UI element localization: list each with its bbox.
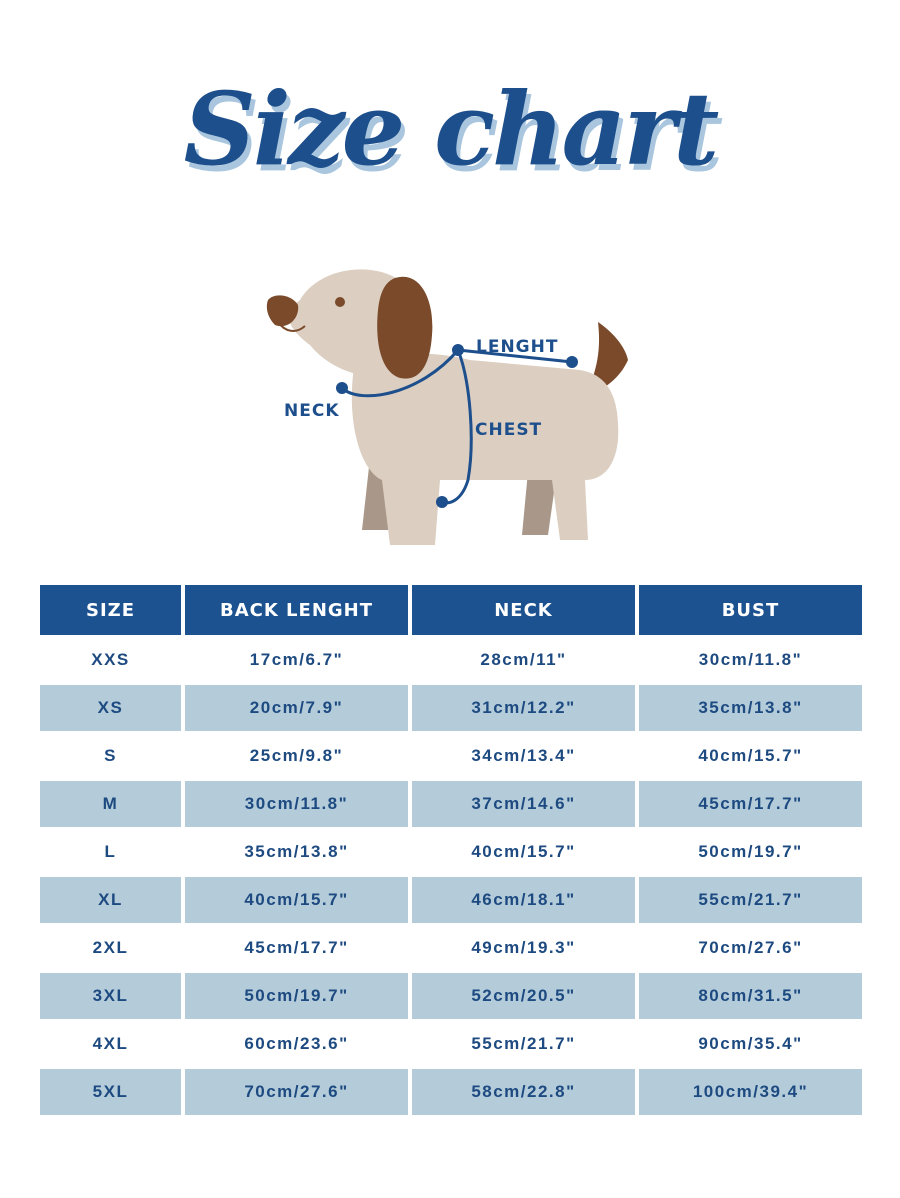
bust-cell: 35cm/13.8" xyxy=(639,685,862,731)
neck-label: NECK xyxy=(284,401,340,421)
bust-cell: 100cm/39.4" xyxy=(639,1069,862,1115)
size-cell: L xyxy=(104,842,117,861)
table-row: XXS 17cm/6.7" 28cm/11" 30cm/11.8" xyxy=(40,637,862,683)
bust-cell: 45cm/17.7" xyxy=(639,781,862,827)
header-neck: NECK xyxy=(412,585,635,635)
bust-cell: 30cm/11.8" xyxy=(698,650,803,669)
table-row: XS 20cm/7.9" 31cm/12.2" 35cm/13.8" xyxy=(40,685,862,731)
table-row: 3XL 50cm/19.7" 52cm/20.5" 80cm/31.5" xyxy=(40,973,862,1019)
bust-cell: 40cm/15.7" xyxy=(698,746,803,765)
table-row: S 25cm/9.8" 34cm/13.4" 40cm/15.7" xyxy=(40,733,862,779)
back-length-cell: 30cm/11.8" xyxy=(185,781,408,827)
neck-cell: 58cm/22.8" xyxy=(412,1069,635,1115)
size-cell: S xyxy=(104,746,117,765)
table-row: L 35cm/13.8" 40cm/15.7" 50cm/19.7" xyxy=(40,829,862,875)
size-cell: 4XL xyxy=(92,1034,129,1053)
bust-cell: 80cm/31.5" xyxy=(639,973,862,1019)
size-table: SIZE BACK LENGHT NECK BUST XXS 17cm/6.7" 2… xyxy=(36,583,866,1117)
neck-cell: 34cm/13.4" xyxy=(471,746,576,765)
length-label: LENGHT xyxy=(476,337,558,357)
back-length-cell: 45cm/17.7" xyxy=(244,938,349,957)
header-bust: BUST xyxy=(639,585,862,635)
header-back-length: BACK LENGHT xyxy=(185,585,408,635)
back-length-cell: 25cm/9.8" xyxy=(249,746,344,765)
chest-label: CHEST xyxy=(475,420,542,440)
dog-illustration xyxy=(266,269,628,545)
bust-cell: 50cm/19.7" xyxy=(698,842,803,861)
table-row: XL 40cm/15.7" 46cm/18.1" 55cm/21.7" xyxy=(40,877,862,923)
back-length-cell: 17cm/6.7" xyxy=(249,650,344,669)
neck-cell: 40cm/15.7" xyxy=(471,842,576,861)
back-length-cell: 35cm/13.8" xyxy=(244,842,349,861)
size-cell: M xyxy=(40,781,181,827)
table-row: M 30cm/11.8" 37cm/14.6" 45cm/17.7" xyxy=(40,781,862,827)
neck-cell: 37cm/14.6" xyxy=(412,781,635,827)
table-header-row: SIZE BACK LENGHT NECK BUST xyxy=(40,585,862,635)
back-length-cell: 40cm/15.7" xyxy=(185,877,408,923)
bust-cell: 55cm/21.7" xyxy=(639,877,862,923)
table-row: 2XL 45cm/17.7" 49cm/19.3" 70cm/27.6" xyxy=(40,925,862,971)
back-length-cell: 70cm/27.6" xyxy=(185,1069,408,1115)
back-length-cell: 20cm/7.9" xyxy=(185,685,408,731)
header-size: SIZE xyxy=(40,585,181,635)
table-row: 5XL 70cm/27.6" 58cm/22.8" 100cm/39.4" xyxy=(40,1069,862,1115)
page-title: Size chart xyxy=(183,70,720,188)
size-cell: 3XL xyxy=(40,973,181,1019)
size-cell: XS xyxy=(40,685,181,731)
measure-lines xyxy=(340,348,573,505)
neck-cell: 28cm/11" xyxy=(480,650,567,669)
size-cell: 5XL xyxy=(40,1069,181,1115)
neck-cell: 55cm/21.7" xyxy=(471,1034,576,1053)
size-cell: XXS xyxy=(91,650,130,669)
size-cell: XL xyxy=(40,877,181,923)
neck-cell: 46cm/18.1" xyxy=(412,877,635,923)
bust-cell: 70cm/27.6" xyxy=(698,938,803,957)
dog-measurement-diagram: LENGHT NECK CHEST xyxy=(266,269,628,545)
neck-cell: 52cm/20.5" xyxy=(412,973,635,1019)
size-cell: 2XL xyxy=(92,938,129,957)
back-length-cell: 50cm/19.7" xyxy=(185,973,408,1019)
table-row: 4XL 60cm/23.6" 55cm/21.7" 90cm/35.4" xyxy=(40,1021,862,1067)
back-length-cell: 60cm/23.6" xyxy=(244,1034,349,1053)
neck-cell: 49cm/19.3" xyxy=(471,938,576,957)
neck-cell: 31cm/12.2" xyxy=(412,685,635,731)
bust-cell: 90cm/35.4" xyxy=(698,1034,803,1053)
